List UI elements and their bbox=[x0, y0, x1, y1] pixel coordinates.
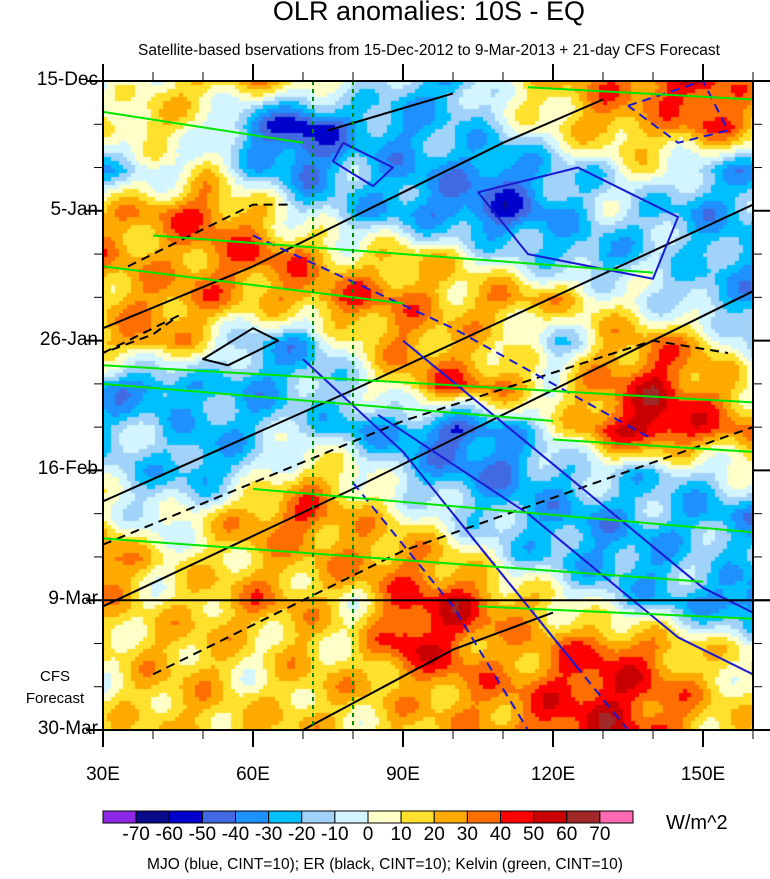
colorbar-swatch bbox=[500, 810, 535, 824]
mjo-contour-line bbox=[332, 141, 394, 188]
colorbar-swatch bbox=[168, 810, 203, 824]
y-tick-label: 30-Mar bbox=[37, 718, 98, 739]
er-contour-line bbox=[302, 611, 554, 730]
colorbar-swatch bbox=[102, 810, 137, 824]
cfs-forecast-label: CFS Forecast bbox=[20, 666, 90, 710]
colorbar-swatch bbox=[235, 810, 270, 824]
y-tick-label: 9-Mar bbox=[48, 588, 98, 610]
colorbar-swatch bbox=[599, 810, 634, 824]
kelvin-contour-line bbox=[103, 382, 554, 422]
mjo-contour-line bbox=[477, 166, 679, 280]
colorbar-swatch bbox=[334, 810, 369, 824]
kelvin-contour-line bbox=[103, 364, 753, 404]
colorbar-label: 10 bbox=[390, 824, 412, 845]
x-tick-label: 30E bbox=[86, 764, 120, 785]
colorbar-unit: W/m^2 bbox=[666, 812, 728, 834]
mjo-contour-line bbox=[352, 482, 529, 730]
colorbar-label: -70 bbox=[122, 824, 150, 845]
colorbar-swatch bbox=[466, 810, 501, 824]
chart-subtitle: Satellite-based bservations from 15-Dec-… bbox=[138, 42, 720, 59]
kelvin-contour-line bbox=[552, 438, 753, 453]
colorbar-label: 70 bbox=[589, 824, 611, 845]
colorbar-label: -50 bbox=[188, 824, 217, 845]
colorbar-swatch bbox=[400, 810, 435, 824]
y-tick-label: 26-Jan bbox=[39, 328, 98, 350]
kelvin-contour-line bbox=[252, 487, 753, 534]
er-contour-line bbox=[127, 203, 293, 268]
colorbar-label: -30 bbox=[254, 824, 283, 845]
er-contour-line bbox=[103, 314, 179, 354]
plot-frame bbox=[102, 80, 754, 731]
colorbar-label: 30 bbox=[456, 824, 478, 845]
y-tick-label: 16-Feb bbox=[37, 458, 98, 480]
x-tick-label: 90E bbox=[386, 764, 420, 785]
kelvin-contour-line bbox=[527, 86, 753, 101]
colorbar-label: -20 bbox=[288, 824, 316, 845]
mjo-contour-line bbox=[452, 513, 629, 730]
x-tick-label: 60E bbox=[236, 764, 270, 785]
mjo-contour-line bbox=[377, 413, 753, 676]
colorbar-label: 50 bbox=[523, 824, 545, 845]
colorbar-label: -40 bbox=[221, 824, 250, 845]
chart-title: OLR anomalies: 10S - EQ bbox=[272, 0, 586, 26]
kelvin-contour-line bbox=[152, 234, 654, 274]
colorbar-labels: -70 -60 -50 -40 -30 -20 -10 0 10 20 30 40 50 60 70 bbox=[0, 824, 770, 846]
colorbar-label: 0 bbox=[362, 824, 374, 845]
colorbar-swatch bbox=[301, 810, 336, 824]
colorbar-swatch bbox=[533, 810, 568, 824]
mjo-contour-line bbox=[627, 81, 729, 144]
er-contour-line bbox=[152, 426, 753, 676]
colorbar-label: -60 bbox=[155, 824, 183, 845]
y-tick-label: 5-Jan bbox=[50, 198, 98, 220]
colorbar-swatch bbox=[268, 810, 303, 824]
colorbar-swatch bbox=[433, 810, 468, 824]
er-contour-line bbox=[327, 92, 454, 132]
colorbar-swatch bbox=[135, 810, 170, 824]
colorbar-label: 60 bbox=[556, 824, 578, 845]
cfs-label: CFS bbox=[40, 668, 70, 685]
contour-legend-note: MJO (blue, CINT=10); ER (black, CINT=10)… bbox=[147, 856, 623, 873]
forecast-label: Forecast bbox=[25, 690, 85, 707]
colorbar-swatch bbox=[367, 810, 402, 824]
er-contour-line bbox=[103, 339, 729, 546]
er-contour-line bbox=[103, 98, 604, 330]
er-contour-line bbox=[202, 327, 279, 367]
x-tick-label: 120E bbox=[530, 764, 576, 785]
er-contour-line bbox=[103, 203, 753, 503]
kelvin-contour-line bbox=[103, 265, 404, 305]
kelvin-contour-line bbox=[103, 537, 704, 583]
colorbar-swatch bbox=[201, 810, 236, 824]
colorbar-label: -10 bbox=[321, 824, 349, 845]
olr-heatmap bbox=[103, 81, 753, 731]
kelvin-contour-line bbox=[103, 110, 304, 144]
colorbar-label: 40 bbox=[489, 824, 512, 845]
kelvin-contour-line bbox=[477, 605, 753, 620]
colorbar-label: 20 bbox=[423, 824, 445, 845]
x-tick-label: 150E bbox=[680, 764, 726, 785]
y-tick-label: 15-Dec bbox=[36, 69, 98, 90]
colorbar-swatch bbox=[566, 810, 601, 824]
